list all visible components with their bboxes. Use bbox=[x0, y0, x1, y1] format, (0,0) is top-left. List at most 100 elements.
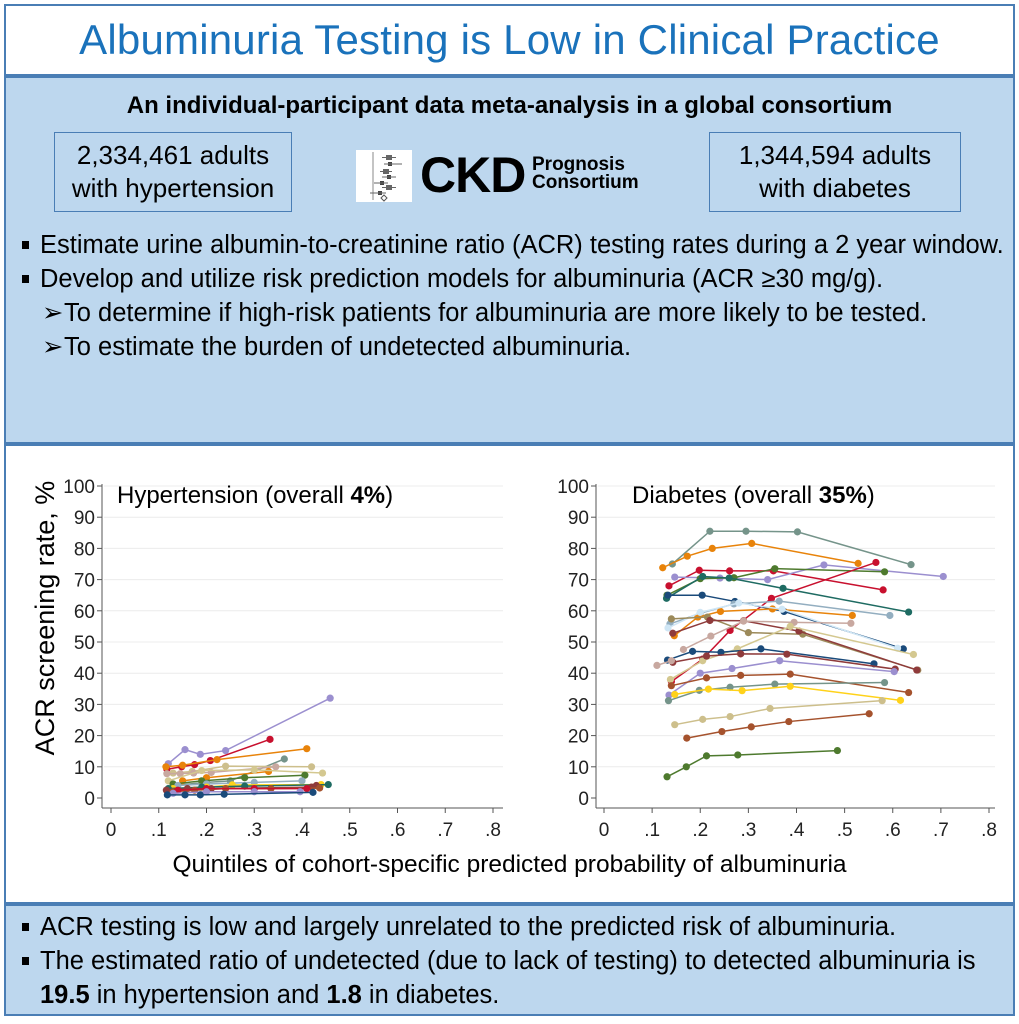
series-23 bbox=[683, 710, 873, 742]
data-point bbox=[766, 704, 774, 713]
y-tick-label: 70 bbox=[568, 571, 589, 592]
data-point bbox=[695, 566, 703, 574]
conclusion-bullet: ACR testing is low and largely unrelated… bbox=[18, 910, 1005, 944]
data-point bbox=[786, 682, 794, 690]
logo-ckd-text: CKD bbox=[420, 147, 526, 203]
data-point bbox=[776, 657, 784, 665]
data-point bbox=[664, 697, 673, 705]
data-point bbox=[786, 622, 794, 630]
data-point bbox=[665, 582, 673, 590]
data-point bbox=[708, 544, 716, 552]
x-tick-label: .6 bbox=[885, 820, 901, 841]
data-point bbox=[728, 664, 736, 673]
data-point bbox=[699, 572, 707, 581]
data-point bbox=[688, 647, 697, 655]
series-24 bbox=[663, 746, 842, 781]
data-point bbox=[737, 671, 745, 679]
series-15 bbox=[663, 645, 878, 668]
y-tick-label: 30 bbox=[568, 695, 589, 716]
y-tick-label: 30 bbox=[74, 695, 95, 716]
conclusion-text: in diabetes. bbox=[361, 981, 500, 1009]
series-16 bbox=[163, 788, 317, 799]
data-point bbox=[666, 675, 675, 684]
y-tick-label: 70 bbox=[74, 571, 95, 592]
data-point bbox=[696, 669, 704, 677]
y-tick-label: 20 bbox=[568, 727, 589, 748]
data-point bbox=[726, 712, 734, 721]
data-point bbox=[913, 666, 921, 674]
series-2 bbox=[665, 566, 887, 594]
series-2 bbox=[162, 745, 311, 771]
data-point bbox=[228, 781, 236, 789]
data-point bbox=[748, 539, 756, 548]
data-point bbox=[669, 629, 677, 637]
series-line bbox=[686, 713, 870, 739]
data-point bbox=[303, 785, 311, 793]
data-point bbox=[301, 771, 309, 779]
data-point bbox=[699, 715, 707, 723]
objectives-list: Estimate urine albumin-to-creatinine rat… bbox=[18, 228, 1005, 364]
title-banner: Albuminuria Testing is Low in Clinical P… bbox=[4, 4, 1015, 76]
y-tick-label: 10 bbox=[74, 758, 95, 779]
data-point bbox=[298, 777, 306, 785]
x-tick-label: .5 bbox=[342, 820, 358, 841]
data-point bbox=[220, 790, 228, 798]
hypertension-ratio: 19.5 bbox=[40, 981, 90, 1009]
data-point bbox=[848, 611, 856, 620]
data-point bbox=[716, 607, 725, 616]
data-point bbox=[939, 572, 947, 581]
data-point bbox=[664, 591, 672, 599]
series-22 bbox=[671, 697, 886, 729]
data-point bbox=[854, 559, 862, 567]
data-point bbox=[702, 752, 711, 760]
data-point bbox=[202, 788, 211, 796]
logo-subtext: Prognosis Consortium bbox=[532, 154, 639, 192]
data-point bbox=[679, 645, 688, 654]
data-point bbox=[667, 682, 675, 690]
x-tick-label: .1 bbox=[151, 820, 167, 841]
series-5 bbox=[662, 572, 913, 616]
y-tick-label: 80 bbox=[74, 539, 95, 560]
objective-sub-bullet: ➢ To determine if high-risk patients for… bbox=[18, 296, 1005, 330]
arrow-bullet-icon: ➢ bbox=[42, 299, 64, 327]
series-21 bbox=[671, 682, 905, 704]
data-point bbox=[190, 761, 199, 769]
data-point bbox=[181, 791, 189, 799]
data-point bbox=[880, 678, 889, 687]
data-point bbox=[222, 746, 230, 755]
data-point bbox=[726, 683, 734, 691]
series-line bbox=[168, 769, 323, 782]
overall-rate: 35% bbox=[819, 482, 867, 509]
hypertension-chart: 0 10 20 30 40 50 60 70 80 90 100 0 .1 .2 .3 .4 .5 .6 .7 .8 H… bbox=[63, 477, 503, 841]
data-point bbox=[698, 591, 706, 599]
data-point bbox=[280, 755, 288, 763]
data-point bbox=[326, 694, 334, 702]
data-point bbox=[706, 527, 714, 535]
conclusion-text: in hypertension and bbox=[89, 981, 327, 1009]
sub-bullet-text: To determine if high-risk patients for a… bbox=[64, 299, 928, 327]
hypertension-count: 2,334,461 adults bbox=[76, 140, 270, 170]
conclusion-bullet: The estimated ratio of undetected (due t… bbox=[18, 944, 1005, 1012]
data-point bbox=[181, 746, 189, 754]
data-point bbox=[890, 668, 898, 676]
diabetes-count-box: 1,344,594 adults with diabetes bbox=[709, 132, 961, 212]
data-point bbox=[872, 558, 880, 567]
data-point bbox=[324, 780, 332, 789]
charts-svg: 01020304050607080901000.1.2.3.4.5.6.7.8H… bbox=[30, 477, 997, 841]
series-18 bbox=[665, 657, 898, 699]
objective-sub-bullet: ➢ To estimate the burden of undetected a… bbox=[18, 330, 1005, 364]
data-point bbox=[163, 791, 171, 799]
data-point bbox=[696, 608, 704, 616]
y-tick-label: 100 bbox=[63, 477, 95, 498]
ckd-prognosis-consortium-logo: CKD Prognosis Consortium bbox=[356, 147, 656, 204]
diabetes-label: with diabetes bbox=[759, 173, 911, 203]
data-point bbox=[779, 584, 787, 592]
sub-bullet-text: To estimate the burden of undetected alb… bbox=[64, 333, 632, 361]
logo-prognosis: Prognosis bbox=[532, 154, 625, 175]
data-point bbox=[707, 632, 715, 640]
y-tick-label: 20 bbox=[74, 727, 95, 748]
diabetes-count: 1,344,594 adults bbox=[738, 140, 932, 170]
charts-panel: 0 10 20 30 40 50 60 70 80 90 100 0.1.2.3.4.5.6.7.8 H… bbox=[4, 444, 1015, 904]
data-point bbox=[896, 696, 905, 704]
data-point bbox=[179, 761, 187, 769]
